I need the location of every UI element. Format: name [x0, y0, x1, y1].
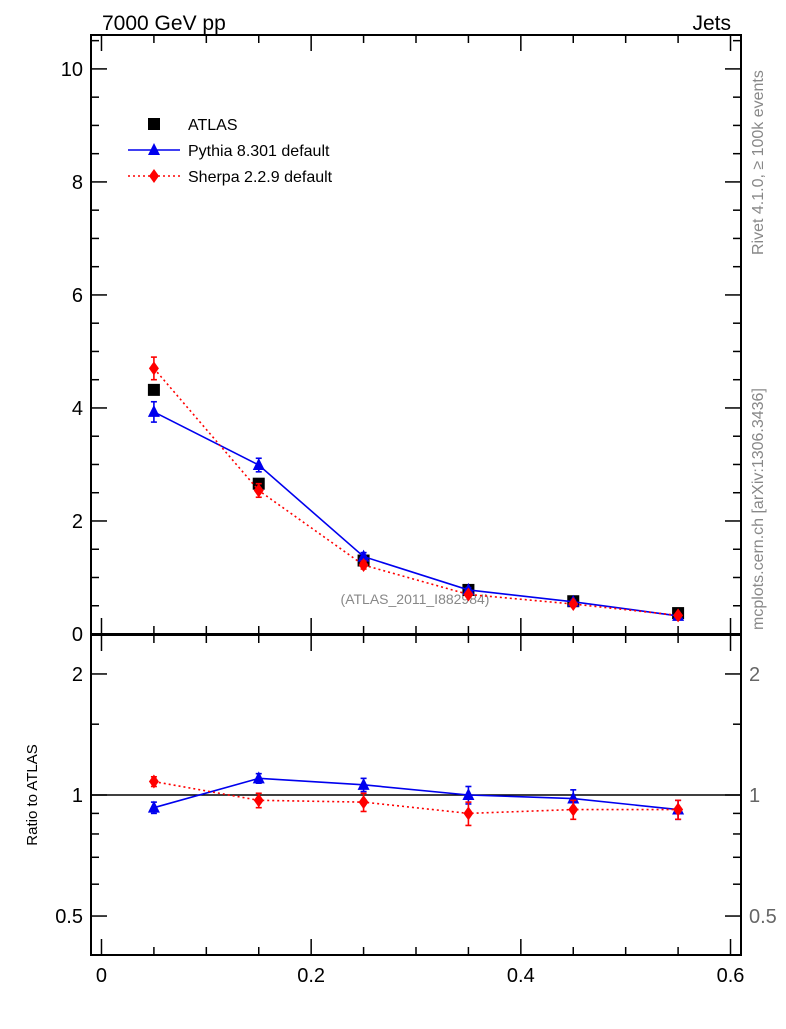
legend-label: Sherpa 2.2.9 default [188, 169, 333, 186]
marker-triangle [252, 771, 265, 784]
legend-label: ATLAS [188, 117, 238, 134]
marker-diamond [463, 806, 474, 821]
y-tick-label: 10 [61, 59, 83, 81]
series-atlas [147, 383, 685, 620]
side-label-top: Rivet 4.1.0, ≥ 100k events [750, 70, 767, 255]
marker-triangle [147, 800, 160, 813]
header-left: 7000 GeV pp [102, 12, 226, 35]
legend: ATLAS Pythia 8.301 default Sherpa 2.2.9 de… [128, 117, 333, 186]
marker-diamond [463, 587, 474, 602]
legend-item: Pythia 8.301 default [128, 143, 330, 160]
y-tick-label: 1 [72, 785, 83, 807]
y-tick-label-right: 0.5 [749, 906, 777, 928]
x-tick-label: 0.6 [717, 965, 745, 987]
marker-diamond [358, 795, 369, 810]
y-tick-label: 6 [72, 285, 83, 307]
marker-triangle [357, 549, 370, 562]
ratio-panel: 0.5 0.5 1 1 2 2 0 0.2 0.4 0.6 [55, 634, 777, 987]
y-tick-label-right: 1 [749, 785, 760, 807]
marker-diamond [673, 608, 684, 623]
y-tick-label: 2 [72, 664, 83, 686]
series-pythia [147, 400, 685, 621]
y-tick-label: 0.5 [55, 906, 83, 928]
series-sherpa [148, 356, 684, 623]
series-line [153, 367, 679, 617]
y-tick-label: 0 [72, 624, 83, 646]
legend-item: ATLAS [148, 117, 238, 134]
series-line [153, 777, 679, 811]
x-tick-label: 0.4 [507, 965, 535, 987]
x-tick-label: 0 [96, 965, 107, 987]
marker-triangle [252, 458, 265, 471]
series-line [153, 411, 679, 617]
legend-item: Sherpa 2.2.9 default [128, 169, 333, 186]
marker-diamond [358, 558, 369, 573]
marker-diamond [568, 597, 579, 612]
ratio-ylabel: Ratio to ATLAS [24, 744, 41, 845]
marker-square [147, 383, 160, 396]
marker-triangle [148, 143, 160, 155]
marker-diamond [568, 802, 579, 817]
x-tick-label: 0.2 [297, 965, 325, 987]
marker-diamond [148, 361, 159, 376]
marker-triangle [462, 788, 475, 800]
marker-diamond [253, 483, 264, 498]
y-tick-label: 2 [72, 511, 83, 533]
y-tick-label: 8 [72, 172, 83, 194]
main-panel: 0 2 4 6 8 10 [61, 34, 742, 646]
marker-triangle [357, 777, 370, 790]
side-label-bottom: mcplots.cern.ch [arXiv:1306.3436] [750, 388, 767, 630]
legend-label: Pythia 8.301 default [188, 143, 330, 160]
marker-square [148, 118, 160, 130]
marker-diamond [673, 802, 684, 817]
header-right: Jets [692, 12, 731, 35]
marker-diamond [149, 169, 159, 183]
y-tick-label: 4 [72, 398, 83, 420]
marker-triangle [147, 404, 160, 417]
marker-diamond [253, 793, 264, 808]
y-tick-label-right: 2 [749, 664, 760, 686]
series-sherpa [148, 774, 684, 827]
marker-diamond [148, 774, 159, 789]
analysis-annotation: (ATLAS_2011_I882984) [341, 591, 490, 607]
